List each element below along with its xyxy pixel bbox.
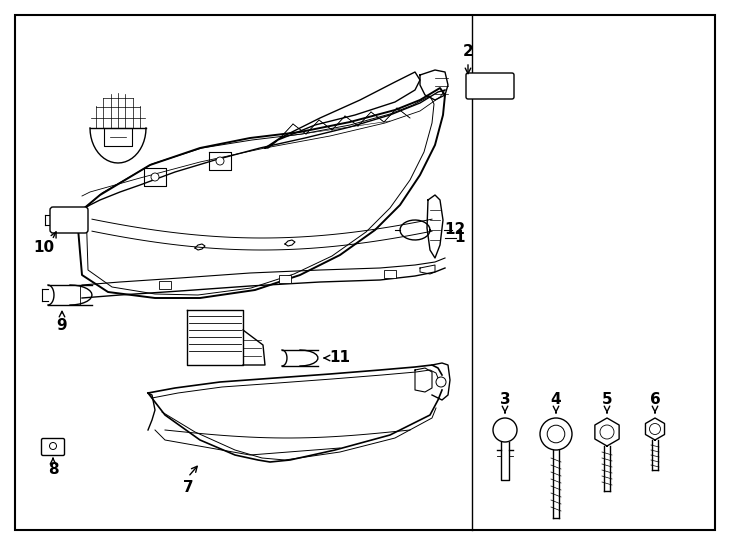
Text: 12: 12 xyxy=(444,222,465,238)
Text: 11: 11 xyxy=(330,350,351,366)
Text: 5: 5 xyxy=(602,393,612,408)
Text: 10: 10 xyxy=(34,240,54,255)
Circle shape xyxy=(436,377,446,387)
Circle shape xyxy=(151,173,159,181)
Text: 3: 3 xyxy=(500,393,510,408)
FancyBboxPatch shape xyxy=(42,438,65,456)
Circle shape xyxy=(650,423,661,435)
Circle shape xyxy=(49,442,57,449)
Text: 1: 1 xyxy=(455,231,465,246)
Circle shape xyxy=(493,418,517,442)
Text: 9: 9 xyxy=(57,318,68,333)
FancyBboxPatch shape xyxy=(50,207,88,233)
Circle shape xyxy=(600,425,614,439)
Circle shape xyxy=(216,157,224,165)
Text: 8: 8 xyxy=(48,462,58,477)
Circle shape xyxy=(540,418,572,450)
Text: 7: 7 xyxy=(183,480,193,495)
FancyBboxPatch shape xyxy=(466,73,514,99)
Text: 4: 4 xyxy=(550,393,562,408)
Text: 2: 2 xyxy=(462,44,473,59)
Bar xyxy=(384,270,396,278)
Text: 6: 6 xyxy=(650,393,661,408)
Circle shape xyxy=(548,425,564,443)
Bar xyxy=(159,281,171,289)
Bar xyxy=(279,275,291,283)
